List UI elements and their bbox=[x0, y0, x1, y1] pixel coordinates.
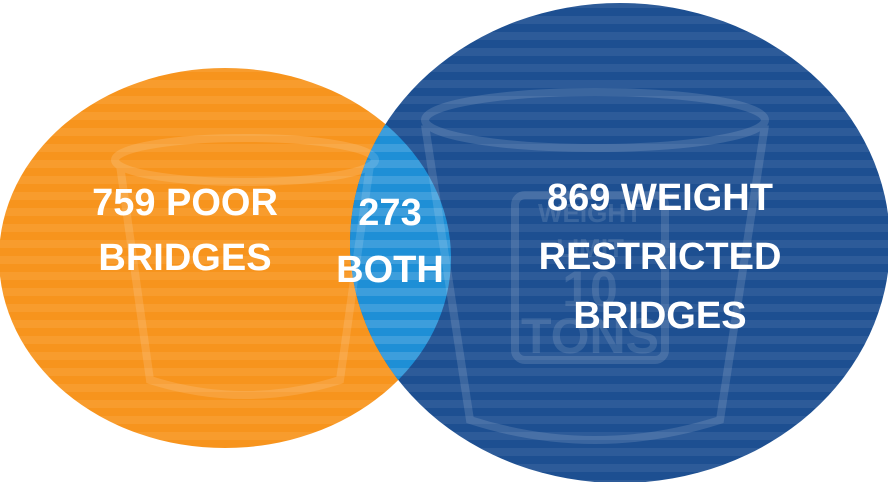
sign-text: 10 bbox=[562, 261, 618, 317]
bucket-icon bbox=[111, 88, 769, 444]
left-set-label: BRIDGES bbox=[98, 237, 271, 279]
sign-text: LIMIT bbox=[556, 233, 624, 263]
left-set-label: 759 POOR bbox=[92, 182, 278, 224]
right-set-label: 869 WEIGHT bbox=[547, 177, 773, 219]
sign-text: WEIGHT bbox=[538, 198, 642, 228]
right-set-label: BRIDGES bbox=[573, 295, 746, 337]
sign-text: TONS bbox=[521, 308, 659, 364]
right-set-label: RESTRICTED bbox=[539, 236, 782, 278]
overlap-label: BOTH bbox=[336, 249, 444, 291]
overlap-label: 273 bbox=[358, 192, 421, 234]
